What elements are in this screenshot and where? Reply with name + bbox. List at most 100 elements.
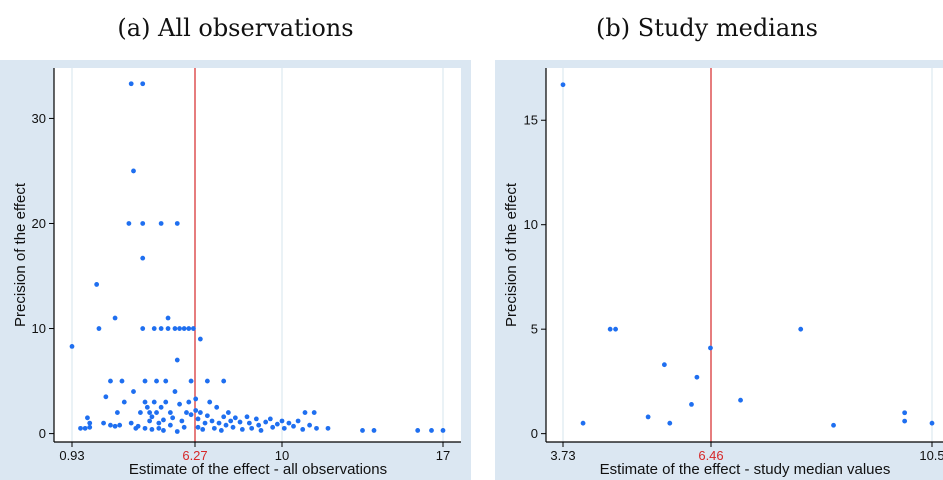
x-tick-label: 6.27 <box>182 448 207 463</box>
data-point <box>161 428 166 433</box>
data-point <box>165 315 171 321</box>
y-tick-label: 0 <box>39 426 46 441</box>
data-point <box>131 168 136 174</box>
data-point <box>202 420 208 426</box>
data-point <box>174 221 180 226</box>
data-point <box>325 425 331 431</box>
data-point <box>142 399 148 405</box>
data-point <box>902 410 908 416</box>
data-point <box>440 428 446 433</box>
data-point <box>140 81 146 87</box>
data-point <box>207 399 213 405</box>
data-point <box>204 413 210 419</box>
data-point <box>239 426 245 432</box>
data-point <box>311 410 317 415</box>
data-point <box>156 420 162 426</box>
data-point <box>295 418 301 424</box>
y-tick-label: 0 <box>531 426 538 441</box>
panel-a-y-axis-label: Precision of the effect <box>12 182 29 327</box>
data-point <box>158 326 164 331</box>
data-point <box>186 326 192 331</box>
data-point <box>831 422 836 428</box>
data-point <box>112 315 118 321</box>
data-point <box>101 420 106 426</box>
data-point <box>302 410 308 415</box>
x-tick-label: 3.73 <box>550 448 575 463</box>
data-point <box>158 404 164 410</box>
y-tick-label: 10 <box>32 321 46 336</box>
data-point <box>580 420 586 426</box>
data-point <box>151 326 157 331</box>
data-point <box>142 425 148 431</box>
data-point <box>78 425 83 431</box>
x-tick-label: 6.46 <box>698 448 723 463</box>
data-point <box>170 415 176 421</box>
data-point <box>798 326 804 332</box>
data-point <box>126 221 132 226</box>
data-point <box>188 378 194 384</box>
data-point <box>204 378 210 384</box>
data-point <box>174 429 180 434</box>
data-point <box>223 422 229 428</box>
data-point <box>154 410 159 415</box>
data-point <box>228 418 234 424</box>
data-point <box>154 378 159 384</box>
panel-b-points <box>560 82 935 428</box>
panel-b-axes: 3.73 6.46 10.5 0 5 10 15 <box>524 68 943 463</box>
data-point <box>112 423 118 429</box>
data-point <box>237 419 243 425</box>
data-point <box>179 418 185 424</box>
data-point <box>158 221 164 226</box>
data-point <box>738 397 743 403</box>
data-point <box>216 420 222 426</box>
data-point <box>249 425 255 431</box>
data-point <box>221 414 227 420</box>
data-point <box>140 255 146 261</box>
data-point <box>256 422 262 428</box>
data-point <box>286 420 292 426</box>
data-point <box>119 378 125 384</box>
x-tick-label: 10.5 <box>919 448 943 463</box>
data-point <box>163 399 169 405</box>
panel-a-title: (a) All observations <box>117 14 354 42</box>
y-tick-label: 20 <box>32 216 46 231</box>
data-point <box>560 82 566 88</box>
data-point <box>117 422 123 428</box>
data-point <box>167 410 173 415</box>
y-tick-label: 10 <box>524 217 538 232</box>
data-point <box>161 417 166 423</box>
data-point <box>232 415 238 421</box>
data-point <box>211 425 217 431</box>
data-point <box>94 282 100 287</box>
panel-b-grid <box>562 68 933 442</box>
data-point <box>96 326 102 331</box>
data-point <box>108 378 113 384</box>
data-point <box>263 419 269 425</box>
data-point <box>131 389 136 394</box>
data-point <box>144 404 150 410</box>
data-point <box>140 326 146 331</box>
data-point <box>69 343 75 349</box>
data-point <box>279 418 285 424</box>
data-point <box>415 428 421 433</box>
panel-b-y-axis-label: Precision of the effect <box>503 182 520 327</box>
data-point <box>214 404 220 410</box>
panel-b-title: (b) Study medians <box>596 14 818 42</box>
data-point <box>103 394 109 400</box>
data-point <box>156 425 162 431</box>
data-point <box>694 374 700 380</box>
panel-a-points <box>69 81 446 434</box>
data-point <box>244 414 250 420</box>
data-point <box>267 416 273 422</box>
data-point <box>135 423 141 429</box>
data-point <box>246 420 252 426</box>
data-point <box>929 420 935 426</box>
y-tick-label: 5 <box>531 322 538 337</box>
data-point <box>645 414 651 420</box>
data-point <box>258 428 264 433</box>
data-point <box>82 425 88 431</box>
data-point <box>291 423 296 429</box>
data-point <box>172 326 178 331</box>
data-point <box>121 399 127 405</box>
